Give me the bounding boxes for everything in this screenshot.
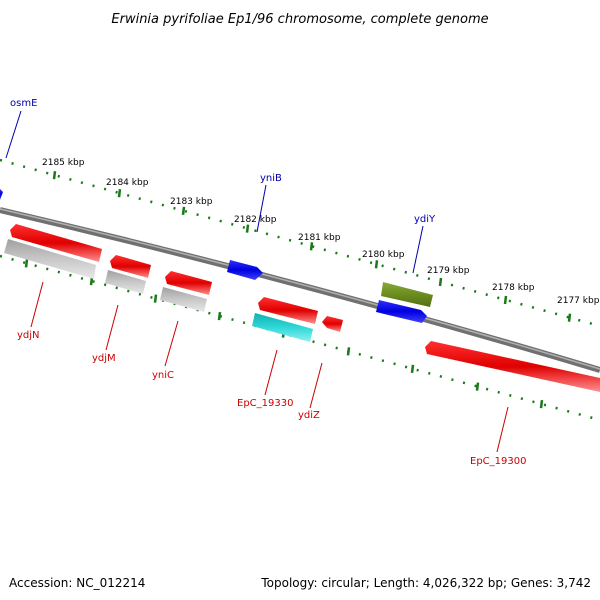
inner-tick-7 xyxy=(475,382,480,391)
gene-EpC_19330-cyan xyxy=(252,313,313,342)
inner-tick-5 xyxy=(346,347,351,356)
gene-yniC-red xyxy=(165,271,212,295)
gene-yniB xyxy=(227,260,263,280)
leader-yniB xyxy=(256,184,267,233)
ruler-label-5: 2180 kbp xyxy=(362,250,405,260)
inner-tick-1 xyxy=(89,276,94,286)
label-yniC: yniC xyxy=(152,370,174,381)
gene-ydjM-grey xyxy=(105,270,146,294)
outer-tick-6 xyxy=(438,277,443,287)
label-EpC_19330: EpC_19330 xyxy=(237,398,293,409)
label-ydiY: ydiY xyxy=(414,214,436,225)
ruler-label-8: 2177 kbp xyxy=(557,296,600,306)
inner-ruler xyxy=(0,254,600,422)
label-osmE: osmE xyxy=(10,98,37,109)
ruler-label-6: 2179 kbp xyxy=(427,266,470,276)
genome-summary-text: Topology: circular; Length: 4,026,322 bp… xyxy=(260,576,591,590)
gene-EpC_19300 xyxy=(425,341,600,392)
outer-ruler-ticks xyxy=(52,171,572,322)
ruler-label-0: 2185 kbp xyxy=(42,158,85,168)
inner-tick-6 xyxy=(410,364,415,374)
outer-ruler: 2185 kbp 2184 kbp 2183 kbp 2182 kbp 2181 kbp… xyxy=(0,158,600,328)
label-yniB: yniB xyxy=(260,173,282,184)
leader-EpC_19300 xyxy=(496,406,509,453)
outer-tick-3 xyxy=(245,224,250,233)
chromosome-backbone xyxy=(0,207,600,373)
leader-osmE xyxy=(5,110,22,159)
gene-ydiZ xyxy=(322,316,343,332)
outer-tick-0 xyxy=(52,171,57,180)
leader-EpC_19330 xyxy=(264,349,278,396)
gene-ydjM-red xyxy=(110,255,151,278)
leader-ydiY xyxy=(412,225,424,274)
outer-tick-7 xyxy=(503,295,508,305)
chromosome-backbone-highlight xyxy=(0,208,600,370)
ruler-label-1: 2184 kbp xyxy=(106,178,149,188)
leader-ydjM xyxy=(105,304,119,351)
inner-tick-8 xyxy=(539,399,544,409)
label-EpC_19300: EpC_19300 xyxy=(470,456,526,467)
gene-ydiY xyxy=(381,282,433,307)
outer-tick-8 xyxy=(567,313,572,322)
gene-osmE xyxy=(0,189,3,200)
outer-tick-4 xyxy=(309,242,314,251)
ruler-label-3: 2182 kbp xyxy=(234,215,277,225)
gene-ydjN-grey xyxy=(4,239,96,279)
inner-ruler-ticks xyxy=(24,259,544,409)
outer-tick-2 xyxy=(181,206,186,216)
accession-text: Accession: NC_012214 xyxy=(9,576,145,590)
label-ydjN: ydjN xyxy=(17,330,40,341)
gene-blue-near-ydiY xyxy=(376,300,427,323)
leader-ydiZ xyxy=(309,362,323,409)
inner-tick-3 xyxy=(217,311,222,321)
label-ydjM: ydjM xyxy=(92,353,116,364)
ruler-label-4: 2181 kbp xyxy=(298,233,341,243)
inner-tick-0 xyxy=(24,259,29,268)
ruler-label-2: 2183 kbp xyxy=(170,197,213,207)
gene-ydjN-red xyxy=(10,224,102,262)
leader-yniC xyxy=(164,320,179,367)
outer-ruler-dots xyxy=(0,158,600,328)
outer-tick-1 xyxy=(117,189,122,198)
inner-tick-2 xyxy=(153,294,158,303)
label-ydiZ: ydiZ xyxy=(298,410,320,421)
outer-ruler-labels: 2185 kbp 2184 kbp 2183 kbp 2182 kbp 2181 kbp… xyxy=(42,158,600,306)
ruler-label-7: 2178 kbp xyxy=(492,283,535,293)
gene-EpC_19330-red xyxy=(258,297,318,324)
map-title: Erwinia pyrifoliae Ep1/96 chromosome, co… xyxy=(111,12,488,27)
gene-yniC-grey xyxy=(160,287,207,312)
leader-ydjN xyxy=(30,281,44,328)
outer-tick-5 xyxy=(374,260,379,269)
